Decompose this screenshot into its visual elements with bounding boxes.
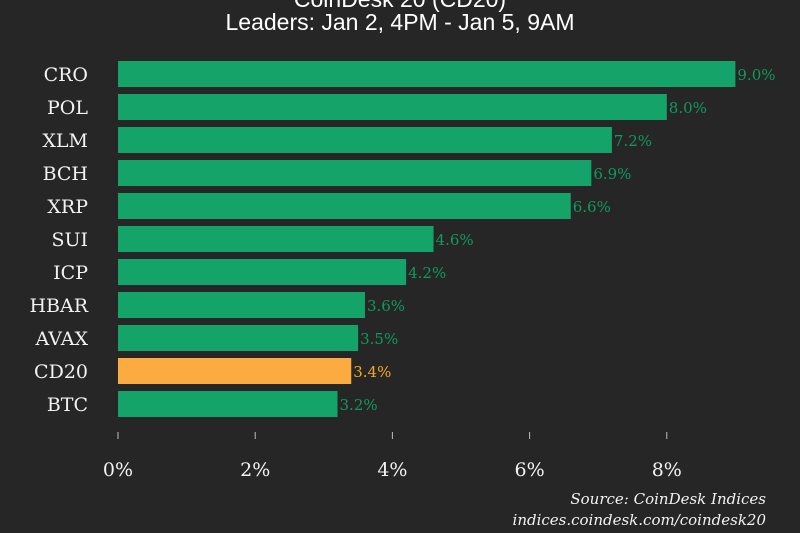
bar-series (118, 61, 736, 417)
value-label-cro: 9.0% (737, 66, 775, 84)
bar-bch (118, 160, 592, 186)
category-labels: CRO POL XLM BCH XRP SUI ICP HBAR AVAX CD20 BTC (29, 64, 88, 416)
x-tick-label: 4% (377, 459, 407, 481)
source-url: indices.coindesk.com/coindesk20 (512, 511, 766, 529)
category-label-xrp: XRP (47, 196, 88, 218)
chart-title: CoinDesk 20 (CD20) (0, 0, 800, 13)
value-label-bch: 6.9% (593, 165, 631, 183)
bar-avax (118, 325, 359, 351)
bar-btc (118, 391, 338, 417)
category-label-icp: ICP (53, 262, 88, 284)
bar-cd20 (118, 358, 352, 384)
source-credit: Source: CoinDesk Indices (570, 490, 766, 508)
value-label-hbar: 3.6% (367, 297, 405, 315)
bar-icp (118, 259, 407, 285)
x-axis-tick-labels: 0% 2% 4% 6% 8% (103, 459, 682, 481)
bar-hbar (118, 292, 365, 318)
value-label-cd20: 3.4% (353, 363, 391, 381)
category-label-sui: SUI (51, 229, 88, 251)
bar-xrp (118, 193, 571, 219)
category-label-btc: BTC (47, 394, 88, 416)
category-label-hbar: HBAR (29, 295, 88, 317)
value-label-pol: 8.0% (669, 99, 707, 117)
value-label-xrp: 6.6% (573, 198, 611, 216)
category-label-cro: CRO (44, 64, 88, 86)
bar-sui (118, 226, 434, 252)
value-labels: 9.0% 8.0% 7.2% 6.9% 6.6% 4.6% 4.2%3.6% 3.5% 3.4%… (340, 66, 776, 414)
bar-pol (118, 94, 667, 120)
value-label-xlm: 7.2% (614, 132, 652, 150)
category-label-cd20: CD20 (34, 361, 88, 383)
category-label-pol: POL (47, 97, 88, 119)
category-label-avax: AVAX (35, 328, 89, 350)
value-label-btc: 3.2% (340, 396, 378, 414)
x-tick-label: 0% (103, 459, 133, 481)
x-tick-label: 6% (515, 459, 545, 481)
category-label-bch: BCH (43, 163, 88, 185)
bar-cro (118, 61, 736, 87)
bar-xlm (118, 127, 612, 153)
chart-subtitle: Leaders: Jan 2, 4PM - Jan 5, 9AM (225, 9, 575, 35)
value-label-sui: 4.6% (436, 231, 474, 249)
value-label-avax: 3.5% (360, 330, 398, 348)
x-tick-label: 8% (652, 459, 682, 481)
x-tick-label: 2% (240, 459, 270, 481)
x-axis-ticks (117, 432, 668, 439)
category-label-xlm: XLM (42, 130, 88, 152)
value-label-icp: 4.2% (408, 264, 446, 282)
